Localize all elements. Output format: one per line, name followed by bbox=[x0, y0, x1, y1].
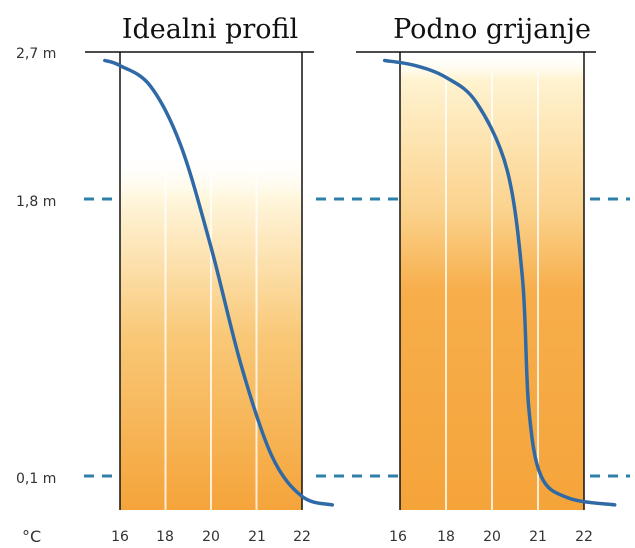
x-tick-label: 18 bbox=[437, 529, 455, 545]
panel-1: Idealni profil bbox=[84, 14, 335, 510]
x-tick-label: 22 bbox=[293, 529, 311, 545]
temperature-profile-line bbox=[382, 58, 617, 507]
x-tick-labels-panel-1: 16 18 20 21 22 bbox=[111, 529, 311, 545]
panel-2-plot bbox=[316, 51, 630, 510]
panel-1-plot bbox=[84, 51, 335, 510]
x-tick-label: 20 bbox=[483, 529, 501, 545]
panel-2: Podno grijanje bbox=[316, 14, 630, 510]
x-tick-label: 20 bbox=[202, 529, 220, 545]
temperature-profile-line bbox=[103, 58, 335, 507]
y-tick-label-1-8: 1,8 m bbox=[16, 194, 56, 210]
x-tick-label: 18 bbox=[156, 529, 174, 545]
y-axis: 2,7 m 1,8 m 0,1 m bbox=[16, 46, 56, 487]
x-axis: °C 16 18 20 21 22 16 18 20 21 22 bbox=[22, 527, 593, 546]
x-tick-label: 22 bbox=[575, 529, 593, 545]
x-tick-label: 16 bbox=[111, 529, 129, 545]
y-tick-label-0-1: 0,1 m bbox=[16, 471, 56, 487]
x-tick-labels-panel-2: 16 18 20 21 22 bbox=[389, 529, 593, 545]
x-tick-label: 21 bbox=[248, 529, 266, 545]
y-tick-label-2-7: 2,7 m bbox=[16, 46, 56, 62]
x-unit-label: °C bbox=[22, 527, 41, 546]
panel-2-title: Podno grijanje bbox=[393, 14, 591, 45]
panel-1-title: Idealni profil bbox=[122, 14, 298, 45]
x-tick-label: 16 bbox=[389, 529, 407, 545]
x-tick-label: 21 bbox=[529, 529, 547, 545]
